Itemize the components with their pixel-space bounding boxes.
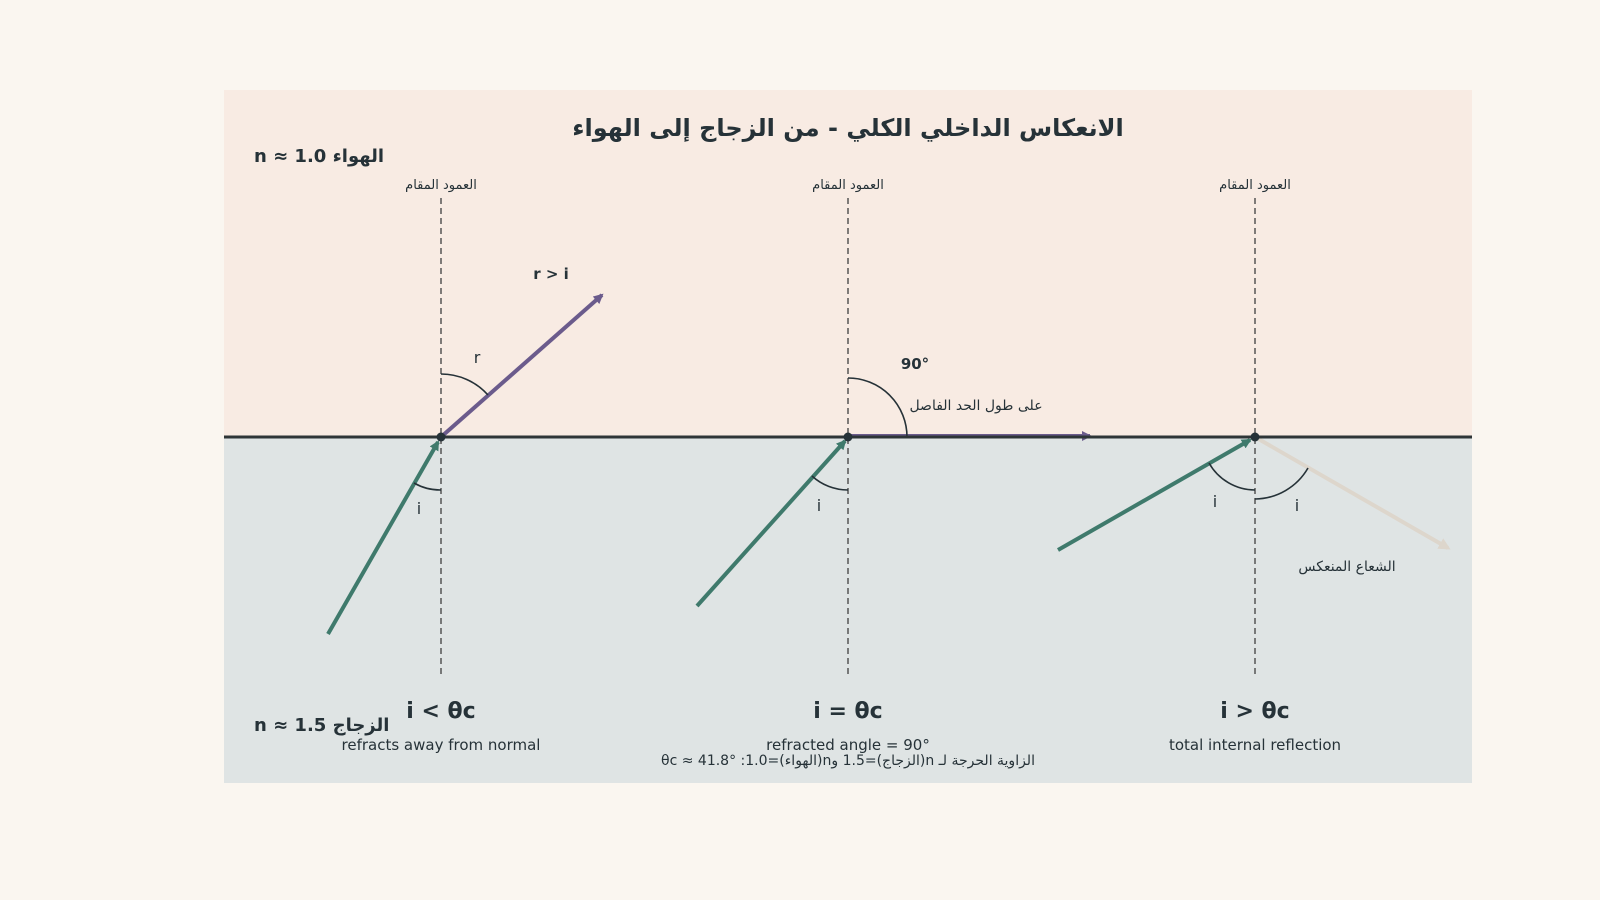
critical-angle-note: الزاوية الحرجة لـ n(الزجاج)=1.5 وn(الهوا…: [661, 753, 1035, 769]
refracted-angle-arc-1: [440, 373, 489, 396]
air-medium-label: n ≈ 1.0 الهواء: [254, 146, 384, 167]
incident-ray-2: [695, 439, 847, 608]
reflected-ray-label-3: الشعاع المنعكس: [1298, 559, 1395, 575]
angle-90-arc-2: [847, 377, 908, 438]
incident-angle-label-1: i: [417, 499, 421, 518]
incidence-point-2: [843, 432, 853, 442]
along-boundary-label-2: على طول الحد الفاصل: [909, 398, 1042, 414]
reflected-angle-arc-3: [1254, 467, 1309, 500]
panel-2-caption: refracted angle = 90°: [766, 736, 930, 754]
incident-ray-1: [326, 440, 440, 635]
panel-3-condition: i > θc: [1220, 699, 1289, 724]
refracted-ray-1: [439, 293, 604, 439]
incident-ray-3: [1057, 438, 1252, 552]
incident-angle-arc-2: [811, 475, 849, 491]
incidence-point-1: [436, 432, 446, 442]
normal-label-3: العمود المقام: [1219, 178, 1291, 193]
refracted-angle-label-1: r: [474, 348, 481, 367]
glass-medium-label: n ≈ 1.5 الزجاج: [254, 715, 389, 736]
incident-angle-arc-3: [1208, 462, 1256, 491]
panel-1-caption: refracts away from normal: [342, 736, 541, 754]
panel-2-condition: i = θc: [813, 699, 882, 724]
incident-angle-label-2: i: [817, 496, 821, 515]
incident-angle-label-3: i: [1213, 492, 1217, 511]
panel-3-caption: total internal reflection: [1169, 736, 1341, 754]
incidence-point-3: [1250, 432, 1260, 442]
normal-label-2: العمود المقام: [812, 178, 884, 193]
incident-angle-arc-1: [413, 482, 442, 491]
angle-90-label-2: 90°: [901, 355, 929, 373]
reflected-ray-3: [1254, 435, 1451, 550]
relation-label-1: r > i: [533, 265, 569, 283]
reflected-angle-label-3: i: [1295, 496, 1299, 515]
panel-1-condition: i < θc: [406, 699, 475, 724]
diagram-title: الانعكاس الداخلي الكلي - من الزجاج إلى ا…: [572, 114, 1124, 142]
normal-label-1: العمود المقام: [405, 178, 477, 193]
